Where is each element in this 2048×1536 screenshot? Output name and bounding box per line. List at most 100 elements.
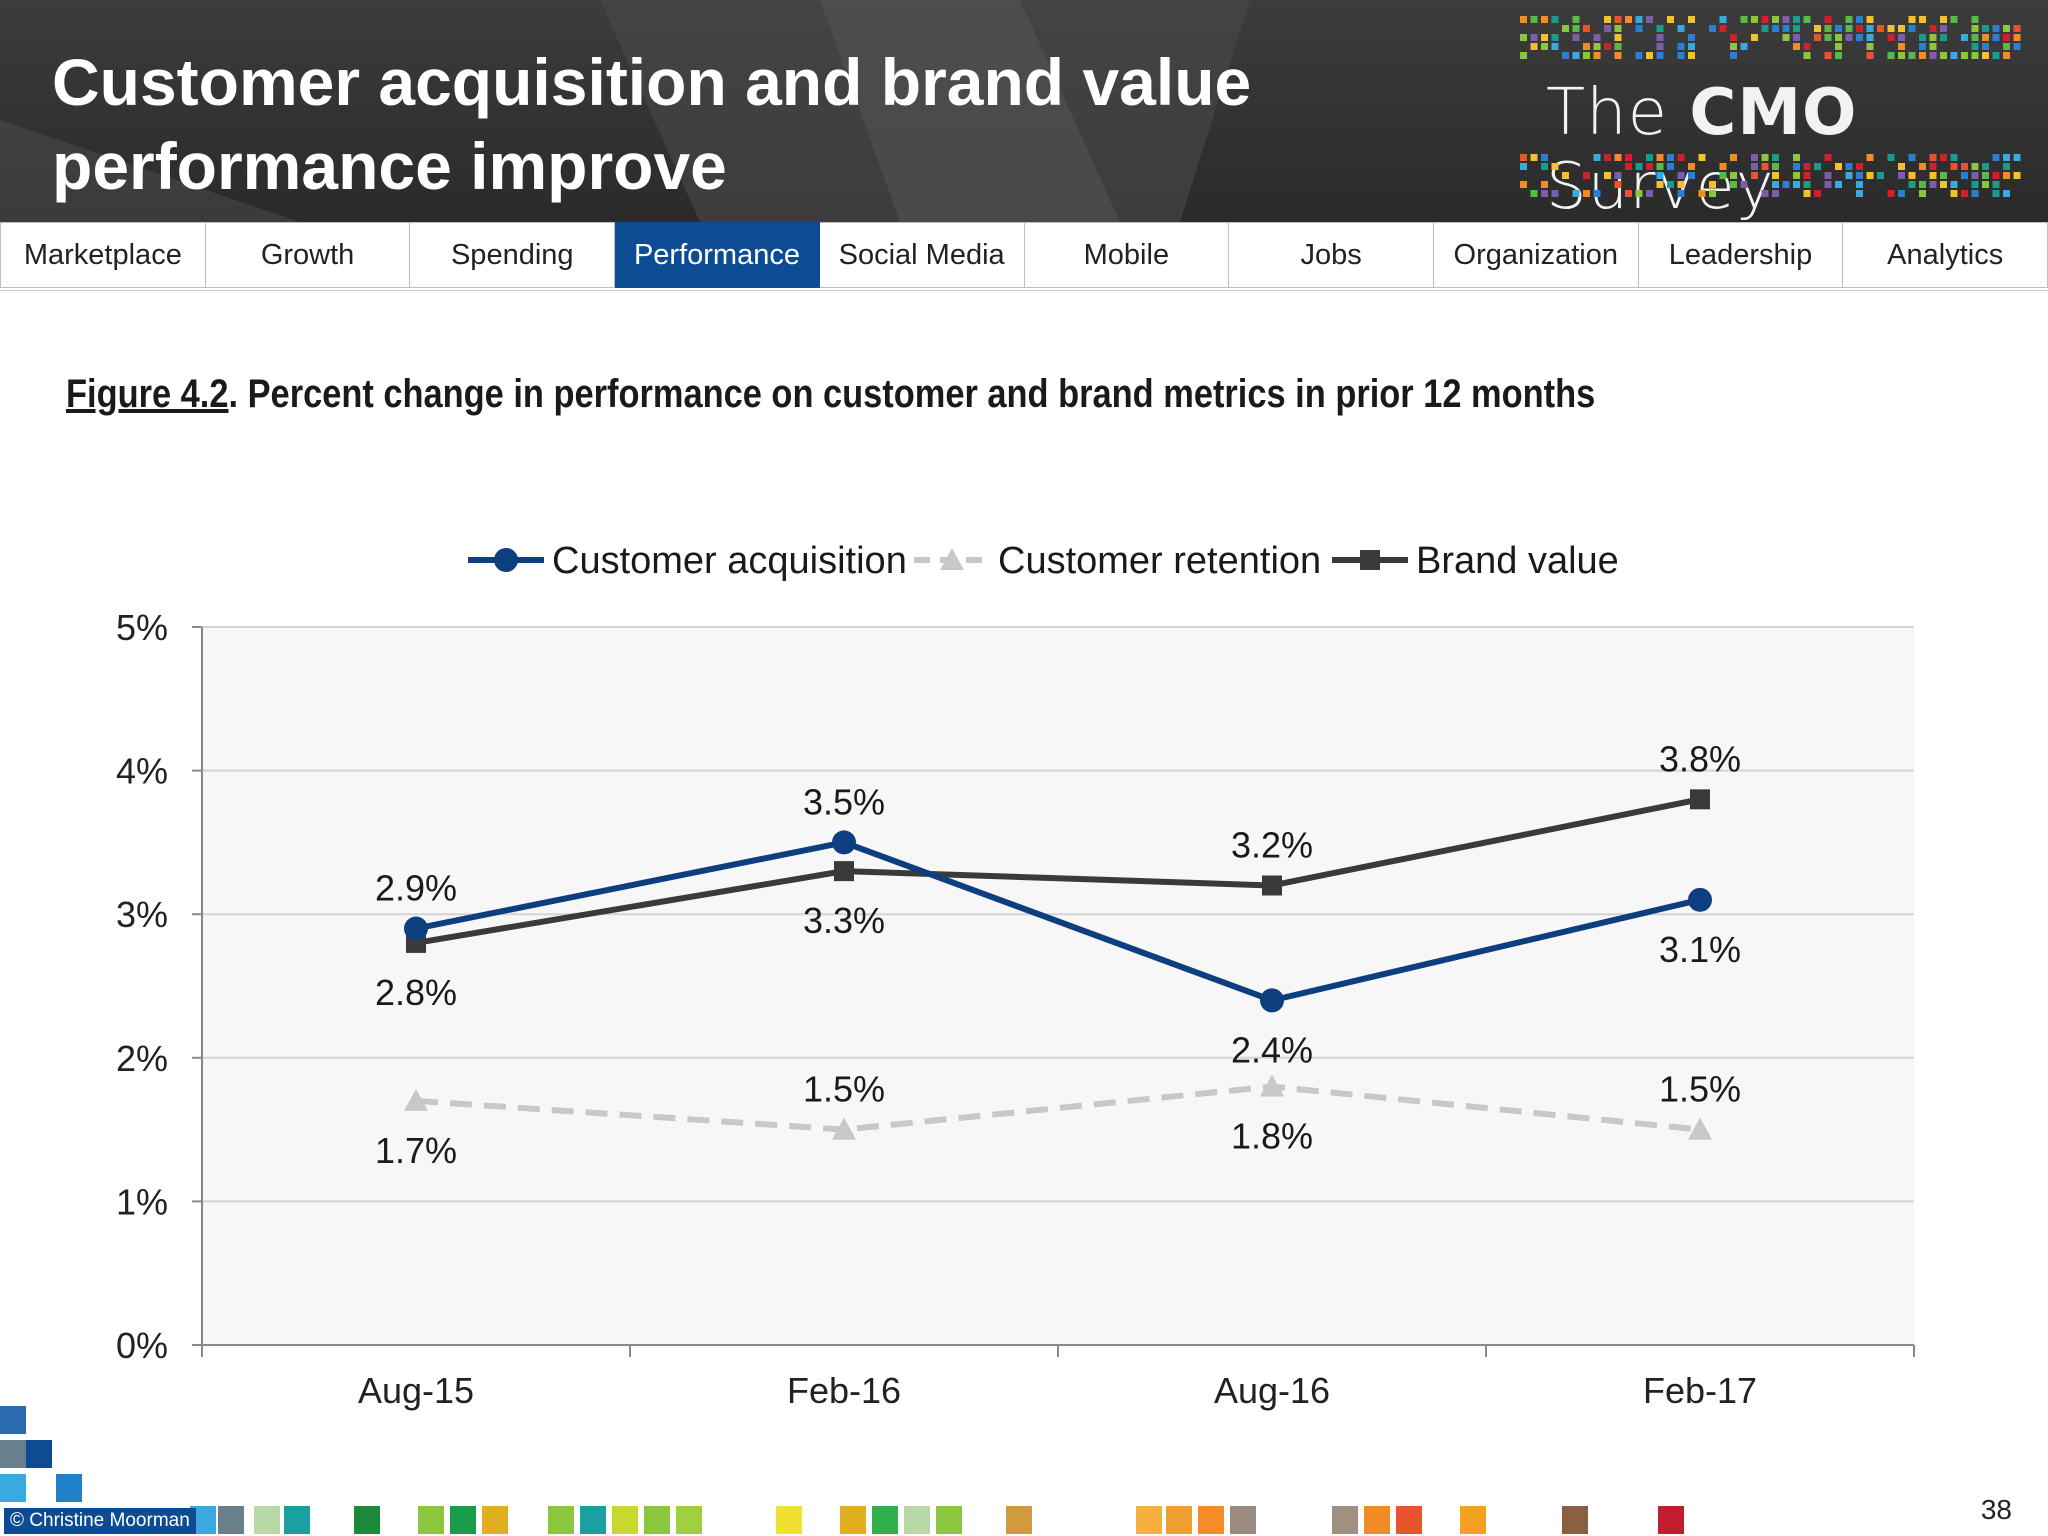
tab-leadership[interactable]: Leadership [1638, 222, 1844, 288]
y-tick-label: 4% [116, 751, 168, 792]
logo-pixel [1940, 25, 1947, 32]
logo-pixel [1677, 181, 1685, 188]
logo-pixel [1520, 154, 1527, 161]
logo-pixel [1992, 154, 2000, 161]
logo-pixel [1950, 190, 1958, 197]
logo-pixel [1656, 25, 1664, 32]
logo-pixel [1635, 25, 1643, 32]
logo-pixel [1992, 190, 2000, 197]
logo-pixel [1950, 16, 1958, 23]
logo-pixel [1824, 154, 1832, 161]
data-point [404, 1088, 428, 1111]
logo-pixel [1803, 190, 1811, 197]
logo-pixel [1677, 154, 1685, 161]
logo-pixel [1761, 16, 1769, 23]
data-point [1688, 887, 1712, 912]
footer-block [1166, 1506, 1192, 1534]
tab-jobs[interactable]: Jobs [1229, 222, 1434, 288]
logo-pixel [1971, 16, 1979, 23]
logo-pixel [1730, 52, 1737, 59]
slide-title-line-1: Customer acquisition and brand value [52, 45, 1252, 119]
logo-pixel [1572, 34, 1580, 41]
figure-caption: . Percent change in performance on custo… [228, 372, 1596, 416]
logo-pixel [1814, 34, 1821, 41]
logo-pixel [1719, 163, 1727, 170]
logo-pixel [1656, 172, 1664, 179]
legend-marker [940, 548, 964, 570]
logo-pixel [1646, 52, 1653, 59]
footer-block [644, 1506, 670, 1534]
logo-pixel [1803, 16, 1811, 23]
logo-pixel [2013, 154, 2021, 161]
logo-pixel [1919, 163, 1926, 170]
logo-pixel [1751, 154, 1758, 161]
footer-block [676, 1506, 702, 1534]
logo-pixel [1572, 25, 1580, 32]
logo-pixel [1635, 52, 1643, 59]
footer-block [26, 1440, 52, 1468]
tab-social-media[interactable]: Social Media [819, 222, 1025, 288]
data-label: 1.5% [1659, 1069, 1741, 1110]
footer-block [450, 1506, 476, 1534]
line-chart: 0% 1% 2% 3% 4% 5% Aug-15 Feb-16 Aug-16 Feb-17 2.9%… [116, 540, 1915, 1411]
data-label: 1.5% [803, 1069, 885, 1110]
logo-pixel [1929, 181, 1937, 188]
tab-analytics[interactable]: Analytics [1843, 222, 2048, 288]
logo-pixel [1898, 52, 1905, 59]
logo-pixel [1730, 154, 1737, 161]
logo-pixel [2003, 52, 2010, 59]
logo-pixel [1520, 163, 1527, 170]
tab-mobile[interactable]: Mobile [1024, 222, 1230, 288]
logo-pixel [1656, 154, 1664, 161]
footer-block [1230, 1506, 1256, 1534]
footer-block [418, 1506, 444, 1534]
data-label: 2.4% [1231, 1029, 1313, 1070]
tab-performance[interactable]: Performance [615, 222, 820, 288]
logo-pixel [1835, 43, 1842, 50]
logo-pixel [1614, 181, 1622, 188]
x-tick-label: Aug-15 [358, 1370, 474, 1411]
x-tick-label: Aug-16 [1214, 1370, 1330, 1411]
logo-pixel [1940, 154, 1947, 161]
logo-pixel [1992, 172, 2000, 179]
footer-block [840, 1506, 866, 1534]
logo-pixel [1709, 181, 1716, 188]
logo-pixel [1845, 163, 1853, 170]
logo-pixel [1856, 181, 1863, 188]
logo-pixel [1740, 43, 1748, 50]
logo-pixel [1698, 154, 1706, 161]
logo-pixel [1667, 16, 1674, 23]
logo-pixel [1719, 16, 1727, 23]
logo-pixel [1845, 172, 1853, 179]
logo-pixel [1541, 163, 1548, 170]
tab-growth[interactable]: Growth [205, 222, 411, 288]
logo-pixel [1793, 34, 1800, 41]
data-point [1260, 1074, 1284, 1097]
logo-pixel [1982, 181, 1989, 188]
logo-pixel [1751, 16, 1758, 23]
logo-pixel [1982, 52, 1989, 59]
logo-pixel [1551, 190, 1559, 197]
tab-spending[interactable]: Spending [410, 222, 616, 288]
logo-pixel [2003, 43, 2010, 50]
logo-pixel [1982, 163, 1989, 170]
logo-pixel [1866, 52, 1874, 59]
logo-pixel [1877, 25, 1884, 32]
data-label: 1.7% [375, 1130, 457, 1171]
logo-prefix: The [1546, 76, 1690, 150]
tab-marketplace[interactable]: Marketplace [0, 222, 206, 288]
plot-area [202, 627, 1914, 1345]
logo-pixel [1520, 16, 1527, 23]
logo-pixel [1940, 181, 1947, 188]
logo-pixel [1929, 163, 1937, 170]
logo-pixel [1856, 34, 1863, 41]
logo-pixel [1950, 181, 1958, 188]
logo-pixel [1919, 34, 1926, 41]
logo-pixel [1898, 163, 1905, 170]
footer-block [1658, 1506, 1684, 1534]
logo-pixel [1520, 181, 1527, 188]
logo-pixel [1982, 172, 1989, 179]
tab-organization[interactable]: Organization [1433, 222, 1639, 288]
footer-block [1396, 1506, 1422, 1534]
legend-marker [494, 548, 518, 572]
